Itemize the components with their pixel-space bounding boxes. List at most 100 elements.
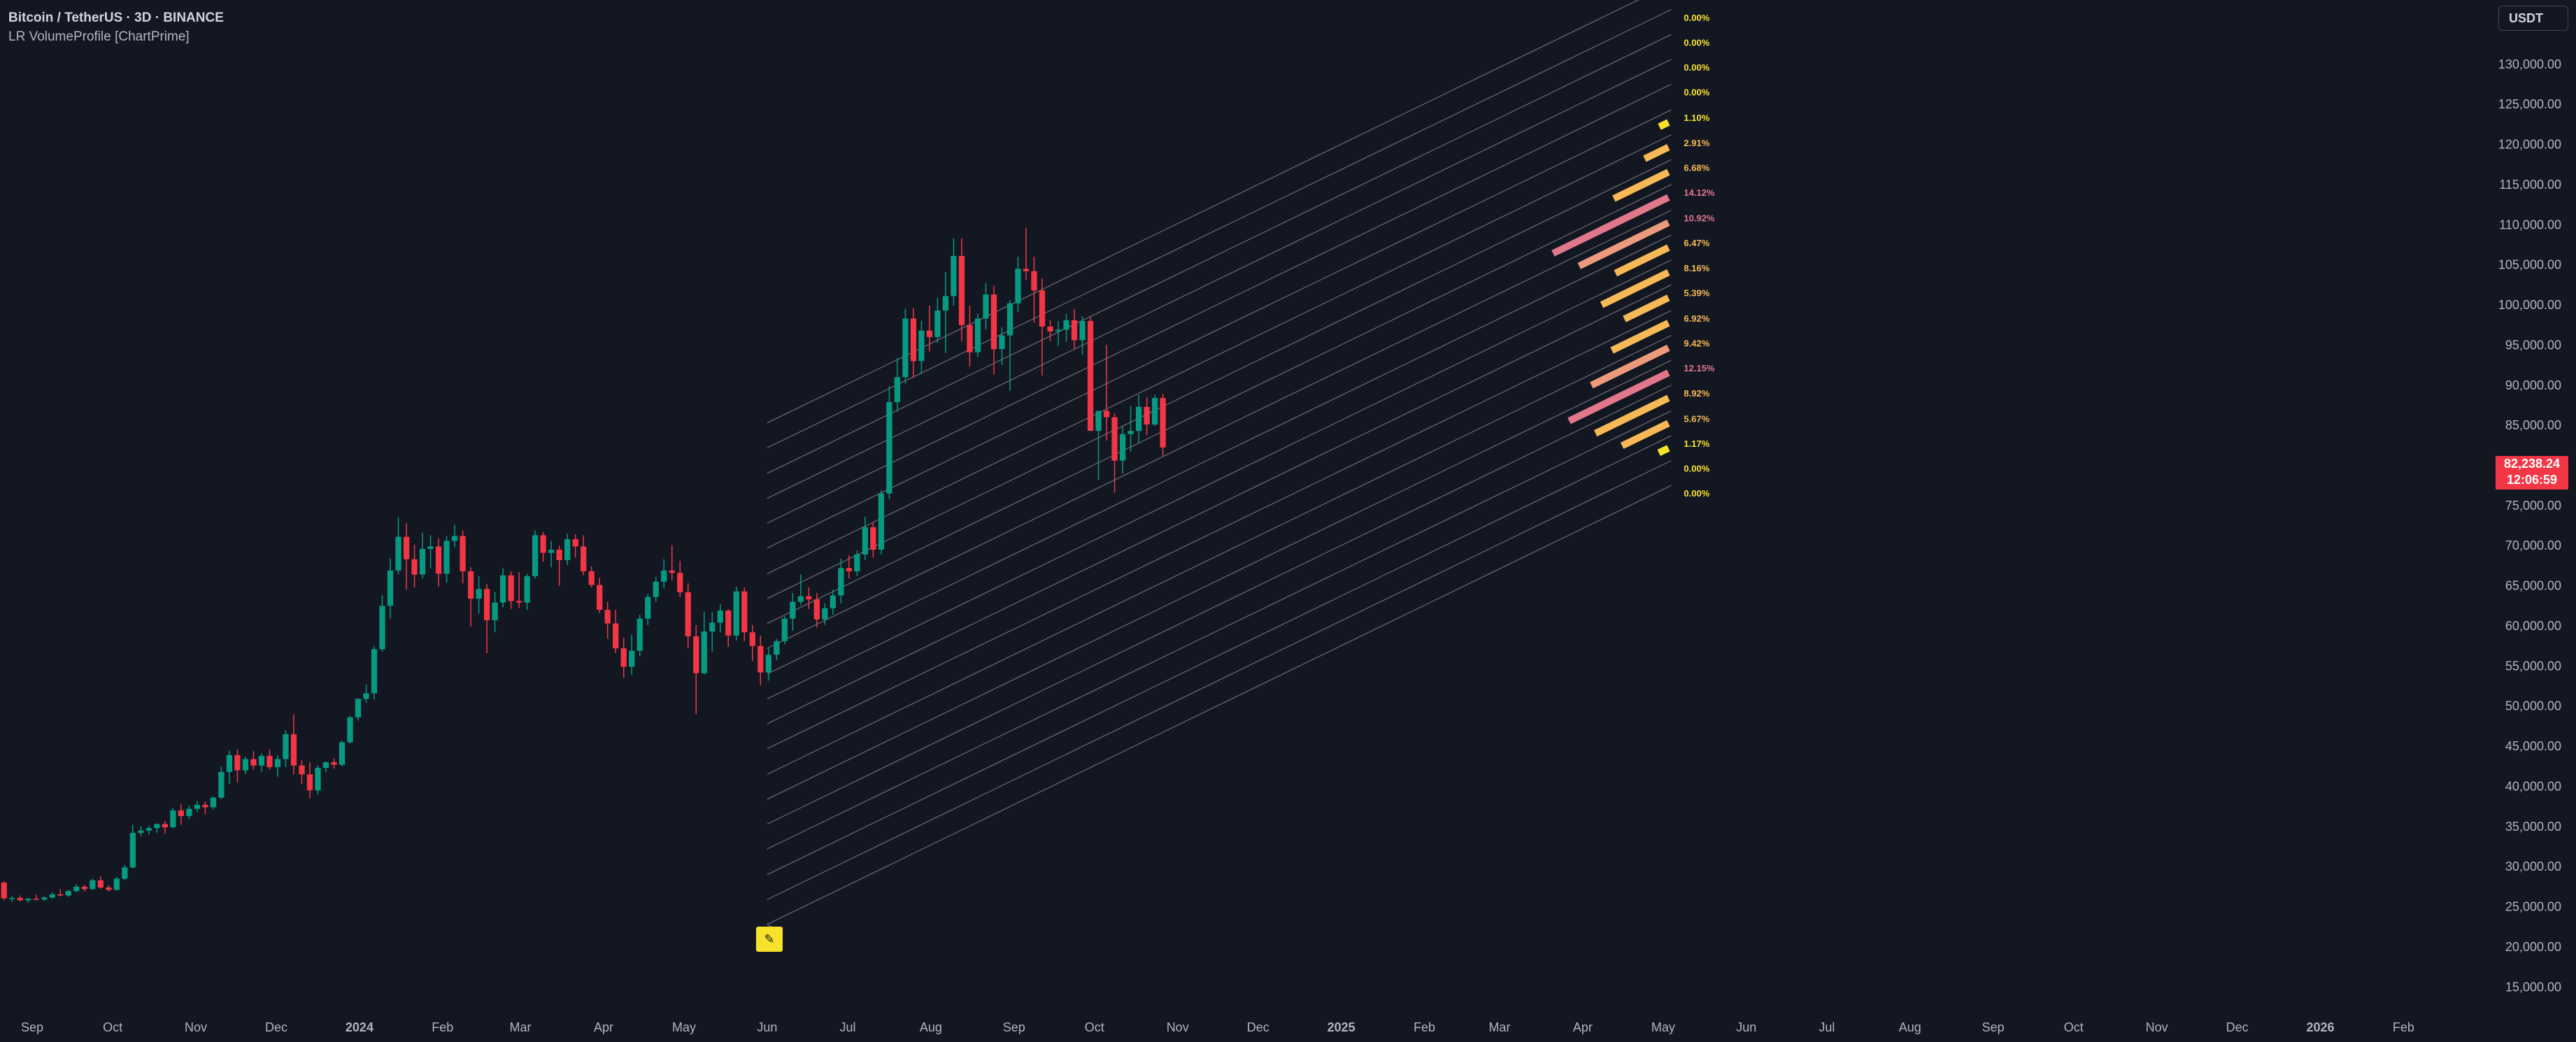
candle-body: [1031, 271, 1037, 291]
bar-countdown: 12:06:59: [2506, 473, 2558, 487]
profile-label-5: 1.10%: [1684, 113, 1709, 123]
candle-body: [661, 570, 667, 582]
profile-label-4: 0.00%: [1684, 87, 1709, 97]
candle-body: [266, 755, 273, 767]
price-tick-label: 125,000.00: [2498, 97, 2561, 111]
profile-label-8: 14.12%: [1684, 187, 1715, 198]
candle-body: [556, 549, 562, 560]
candle-body: [154, 824, 160, 829]
price-tick-label: 20,000.00: [2505, 940, 2561, 954]
candle-body: [733, 591, 739, 636]
channel-line-18: [767, 34, 1672, 474]
candle-body: [290, 734, 297, 766]
indicator-name[interactable]: LR VolumeProfile [ChartPrime]: [8, 29, 190, 44]
candle-body: [347, 717, 353, 743]
price-tick-label: 115,000.00: [2499, 178, 2561, 192]
candle-body: [113, 878, 120, 890]
candle-body: [41, 897, 48, 900]
price-tick-label: 15,000.00: [2505, 980, 2561, 994]
candle-body: [25, 899, 31, 901]
candle-body: [1071, 320, 1078, 341]
price-tick-label: 70,000.00: [2505, 538, 2561, 552]
price-tick-label: 110,000.00: [2499, 217, 2561, 231]
price-axis[interactable]: 15,000.00 20,000.00 25,000.00 30,000.00 35,0…: [2498, 17, 2561, 994]
time-axis[interactable]: Sep Oct Nov Dec 2024 Feb Mar Apr May Jun Jul Aug Sep…: [21, 1020, 2414, 1034]
candle-body: [17, 897, 23, 901]
symbol-title[interactable]: Bitcoin / TetherUS · 3D · BINANCE: [8, 10, 224, 25]
time-tick-label: Dec: [265, 1020, 287, 1034]
candle-body: [790, 601, 796, 619]
candle-body: [443, 541, 450, 574]
pencil-icon[interactable]: ✎: [756, 927, 783, 952]
channel-line-19: [767, 9, 1672, 448]
time-tick-label: Dec: [2226, 1020, 2249, 1034]
price-tick-label: 30,000.00: [2505, 859, 2561, 873]
candle-body: [588, 571, 595, 585]
candle-body: [524, 576, 530, 603]
channel-line-14: [767, 134, 1672, 574]
channel-line-7: [767, 310, 1672, 750]
candle-body: [653, 581, 659, 597]
profile-bar-6: [1643, 144, 1670, 162]
candle-body: [862, 527, 869, 555]
candle-body: [765, 655, 771, 673]
candle-body: [854, 554, 860, 571]
candle-body: [492, 602, 498, 620]
candle-body: [564, 539, 571, 560]
candle-body: [515, 601, 522, 603]
channel-line-16: [767, 83, 1672, 524]
profile-bar-9: [1577, 219, 1670, 269]
candle-body: [1015, 269, 1021, 304]
candle-body: [138, 830, 144, 834]
candle-body: [757, 645, 764, 673]
candle-body: [170, 810, 176, 827]
profile-label-20: 0.00%: [1684, 488, 1709, 499]
profile-label-1: 0.00%: [1684, 13, 1709, 23]
channel-line-1: [767, 460, 1672, 900]
currency-button[interactable]: USDT: [2498, 6, 2568, 31]
candle-body: [781, 618, 788, 641]
channel-line-4: [767, 385, 1672, 825]
channel-line-20: [767, 0, 1639, 424]
time-tick-label: Apr: [1573, 1020, 1593, 1034]
time-tick-label: Jul: [1819, 1020, 1835, 1034]
candle-body: [379, 606, 385, 650]
candle-body: [886, 401, 892, 494]
time-tick-label: Mar: [1488, 1020, 1510, 1034]
candle-body: [1111, 417, 1118, 461]
candle-body: [870, 527, 876, 550]
candle-body: [846, 568, 853, 571]
candle-body: [427, 546, 434, 549]
time-tick-label: Sep: [21, 1020, 43, 1034]
candle-body: [830, 595, 837, 608]
candle-body: [1119, 434, 1126, 461]
candle-body: [942, 296, 949, 311]
profile-bar-10: [1614, 244, 1670, 277]
candle-body: [1047, 326, 1053, 331]
candle-body: [234, 755, 241, 771]
time-tick-label: Nov: [185, 1020, 207, 1034]
time-tick-label: Sep: [1003, 1020, 1025, 1034]
candle-body: [81, 886, 87, 890]
profile-bar-14: [1590, 344, 1670, 389]
candle-body: [90, 880, 96, 890]
candle-body: [106, 887, 112, 890]
candle-body: [331, 762, 337, 765]
candle-body: [1006, 303, 1013, 336]
candle-body: [186, 808, 192, 816]
time-tick-label: Oct: [103, 1020, 122, 1034]
candle-body: [1063, 320, 1069, 330]
candle-body: [822, 608, 828, 620]
candle-body: [934, 311, 941, 337]
candle-body: [387, 570, 394, 606]
candle-body: [210, 797, 217, 808]
regression-channel: [767, 0, 1672, 931]
candle-body: [926, 330, 933, 337]
candle-body: [918, 330, 925, 362]
candle-body: [9, 897, 15, 899]
channel-line-12: [767, 184, 1672, 625]
candle-body: [508, 575, 514, 601]
profile-bar-16: [1593, 394, 1670, 437]
time-tick-label: Jun: [1736, 1020, 1756, 1034]
